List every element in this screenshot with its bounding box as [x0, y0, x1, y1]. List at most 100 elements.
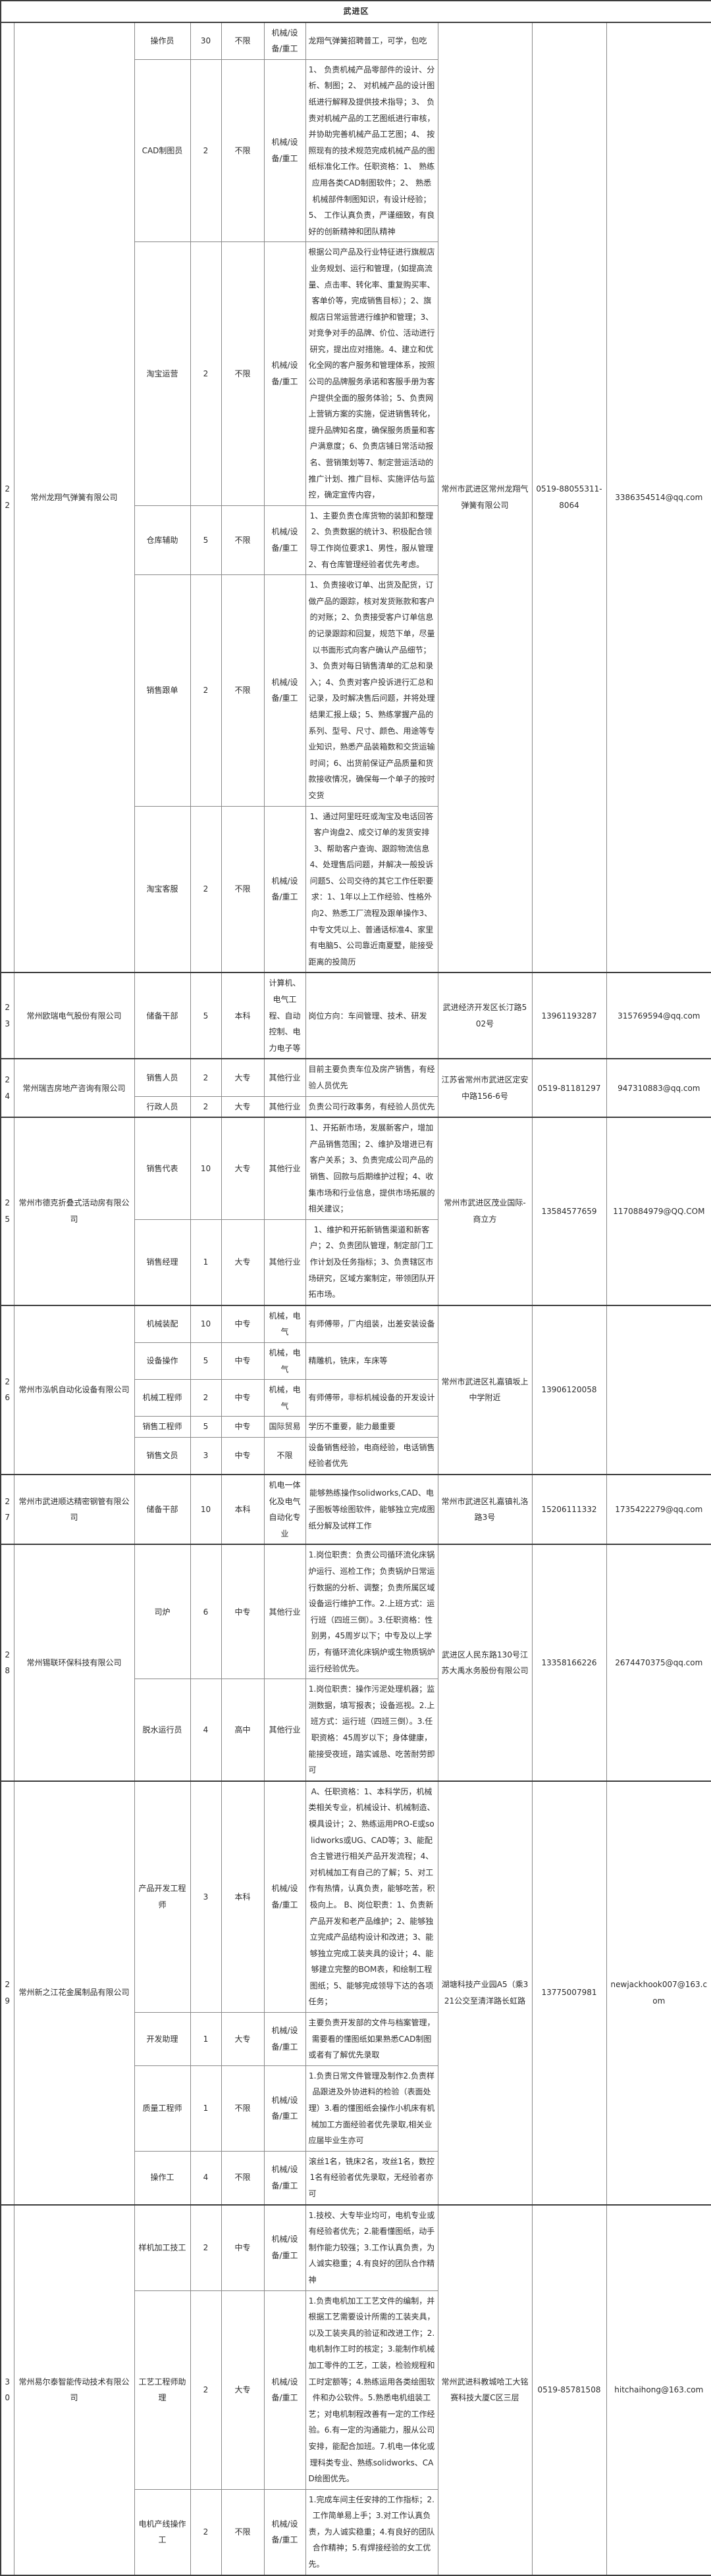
job-description-cell: 1.负责电机加工工艺文件的编制，并根据工艺需要设计所需的工装夹具，以及工装夹具的… [305, 2290, 438, 2490]
table-row: 销售跟单 2 不限 机械/设备/重工 1、负责接收订单、出货及配货，订做产品的跟踪，核对… [1, 574, 711, 807]
company-group: 25 常州市德克折叠式活动房有限公司 销售代表 10 大专 其他行业 1、开拓新市场，发展新… [0, 1117, 711, 1306]
company-name-cell: 常州市德克折叠式活动房有限公司 [13, 1117, 135, 1306]
education-cell: 大专 [221, 1219, 265, 1306]
industry-cell: 机械/设备/重工 [263, 241, 306, 506]
email-cell: 315769594@qq.com [606, 972, 711, 1059]
education-cell: 中专 [221, 1436, 265, 1475]
job-description-cell: 目前主要负责车位及房产销售，有经验人员优先 [305, 1058, 438, 1097]
table-row: 30 常州易尔泰智能传动技术有限公司 样机加工技工 2 中专 机械/设备/重工 1.技校、大… [0, 2204, 711, 2576]
company-name-cell: 常州瑞吉房地产咨询有限公司 [13, 1058, 135, 1118]
position-title-cell: 脱水运行员 [134, 1679, 191, 1782]
table-row: 设备操作 5 中专 机械，电气 精雕机，铣床，车床等 [1, 1342, 711, 1380]
row-number-cell: 28 [0, 1544, 14, 1782]
industry-cell: 其他行业 [263, 1117, 306, 1220]
position-title-cell: 储备干部 [134, 972, 191, 1059]
headcount-cell: 2 [190, 805, 222, 973]
education-cell: 大专 [221, 1058, 265, 1097]
table-row: 仓库辅助 5 不限 机械/设备/重工 1、主要负责仓库货物的装卸和整理2、负责数据的统计… [1, 505, 711, 576]
table-row: 行政人员 2 大专 其他行业 负责公司行政事务，有经验人员优先 [1, 1096, 711, 1118]
industry-cell: 机电一体化及电气自动化专业 [263, 1474, 306, 1545]
education-cell: 大专 [221, 2012, 265, 2066]
job-description-cell: 滚丝1名，铣床2名，攻丝1名，数控1名有经验者优先录取，无经验者亦可 [305, 2150, 438, 2206]
education-cell: 本科 [221, 1474, 265, 1545]
education-cell: 不限 [221, 2488, 265, 2576]
table-row: CAD制图员 2 不限 机械/设备/重工 1、 负责机械产品零部件的设计、分析、制图；2… [1, 59, 711, 243]
phone-cell: 13961193287 [531, 972, 607, 1059]
education-cell: 本科 [221, 972, 265, 1059]
company-group: 26 常州市泓帆自动化设备有限公司 机械装配 10 中专 机械，电气 有师傅带，厂内组装，出… [0, 1305, 711, 1475]
phone-cell: 0519-88055311-8064 [531, 22, 607, 973]
company-name-cell: 常州易尔泰智能传动技术有限公司 [13, 2204, 135, 2576]
company-group: 29 常州新之江花金属制品有限公司 产品开发工程师 3 本科 机械/设备/重工 A、任职资格… [0, 1780, 711, 2206]
industry-cell: 其他行业 [263, 1096, 306, 1118]
job-description-cell: A、任职资格：1、本科学历，机械类相关专业，机械设计、机械制造、模具设计；2、熟… [305, 1780, 438, 2013]
headcount-cell: 2 [190, 59, 222, 243]
industry-cell: 机械，电气 [263, 1379, 306, 1417]
industry-cell: 机械/设备/重工 [263, 59, 306, 243]
education-cell: 不限 [221, 505, 265, 576]
table-row: 23 常州欧瑞电气股份有限公司 储备干部 5 本科 计算机、电气工程、自动控制、电力电子等… [0, 972, 711, 1059]
industry-cell: 机械/设备/重工 [263, 2488, 306, 2576]
email-cell: 3386354514@qq.com [606, 22, 711, 973]
education-cell: 大专 [221, 1096, 265, 1118]
job-description-cell: 1.岗位职责：负责公司循环流化床锅炉运行、巡检工作；负责锅炉日常运行数据的分析、… [305, 1544, 438, 1680]
education-cell: 本科 [221, 1780, 265, 2013]
position-title-cell: 机械工程师 [134, 1379, 191, 1417]
industry-cell: 机械/设备/重工 [263, 22, 306, 60]
job-description-cell: 1、开拓新市场，发展新客户，增加产品销售范围；2、维护及增进已有客户关系；3、负… [305, 1117, 438, 1220]
company-group: 28 常州锡联环保科技有限公司 司炉 6 中专 其他行业 1.岗位职责：负责公司循环流化床锅… [0, 1544, 711, 1782]
position-title-cell: 开发助理 [134, 2012, 191, 2066]
headcount-cell: 1 [190, 2012, 222, 2066]
job-description-cell: 1.完成车间主任安排的工作指标；2.工作简单易上手；3.对工作认真负责，为人诚实… [305, 2488, 438, 2576]
company-name-cell: 常州欧瑞电气股份有限公司 [13, 972, 135, 1059]
table-row: 机械工程师 2 中专 机械，电气 有师傅带，非标机械设备的开发设计 [1, 1379, 711, 1417]
table-row: 脱水运行员 4 高中 其他行业 1.岗位职责：操作污泥处理机器；监测数据，填写报表；设备… [1, 1679, 711, 1782]
education-cell: 中专 [221, 1416, 265, 1438]
email-cell: 1735422279@qq.com [606, 1474, 711, 1545]
position-title-cell: 销售经理 [134, 1219, 191, 1306]
address-cell: 常州市武进区礼嘉镇礼洛路3号 [437, 1474, 533, 1545]
job-description-cell: 1、主要负责仓库货物的装卸和整理2、负责数据的统计3、积极配合领导工作岗位要求1… [305, 505, 438, 576]
headcount-cell: 2 [190, 1379, 222, 1417]
table-row: 销售工程师 5 中专 国际贸易 学历不重要，能力最重要 [1, 1416, 711, 1438]
headcount-cell: 2 [190, 2290, 222, 2490]
industry-cell: 机械，电气 [263, 1342, 306, 1380]
job-description-cell: 龙翔气弹簧招聘普工，可学，包吃 [305, 22, 438, 60]
education-cell: 不限 [221, 574, 265, 807]
job-description-cell: 1.技校、大专毕业均可，电机专业或有经验者优先；2.能看懂图纸，动手制作能力较强… [305, 2204, 438, 2291]
education-cell: 中专 [221, 1342, 265, 1380]
address-cell: 常州市武进区礼嘉镇坂上中学附近 [437, 1305, 533, 1475]
company-name-cell: 常州龙翔气弹簧有限公司 [13, 22, 135, 973]
job-description-cell: 1、维护和开拓新销售渠道和新客户；2、负责团队管理，制定部门工作计划及任务指标；… [305, 1219, 438, 1306]
address-cell: 常州武进科教城哈工大铭赛科技大厦C区三层 [437, 2204, 533, 2576]
headcount-cell: 2 [190, 1096, 222, 1118]
email-cell: newjackhook007@163.com [606, 1780, 711, 2206]
industry-cell: 机械/设备/重工 [263, 2290, 306, 2490]
phone-cell: 15206111332 [531, 1474, 607, 1545]
email-cell: hitchaihong@163.com [606, 2204, 711, 2576]
headcount-cell: 30 [190, 22, 222, 60]
company-group: 22 常州龙翔气弹簧有限公司 操作员 30 不限 机械/设备/重工 龙翔气弹簧招聘普工，可学… [0, 22, 711, 973]
headcount-cell: 5 [190, 505, 222, 576]
address-cell: 常州市武进区常州龙翔气弹簧有限公司 [437, 22, 533, 973]
headcount-cell: 10 [190, 1474, 222, 1545]
table-row: 24 常州瑞吉房地产咨询有限公司 销售人员 2 大专 其他行业 目前主要负责车位及房产销售，… [0, 1058, 711, 1118]
address-cell: 武进经济开发区长汀路502号 [437, 972, 533, 1059]
headcount-cell: 5 [190, 1342, 222, 1380]
headcount-cell: 6 [190, 1544, 222, 1680]
address-cell: 湖塘科技产业园A5（乘321公交至清洋路长虹路 [437, 1780, 533, 2206]
job-description-cell: 设备销售经验，电商经验，电话销售经验者优先 [305, 1436, 438, 1475]
company-name-cell: 常州市泓帆自动化设备有限公司 [13, 1305, 135, 1475]
row-number-cell: 27 [0, 1474, 14, 1545]
education-cell: 不限 [221, 241, 265, 506]
address-cell: 江苏省常州市武进区定安中路156-6号 [437, 1058, 533, 1118]
education-cell: 中专 [221, 2204, 265, 2291]
headcount-cell: 1 [190, 2065, 222, 2152]
position-title-cell: 淘宝运营 [134, 241, 191, 506]
row-number-cell: 25 [0, 1117, 14, 1306]
job-description-cell: 负责公司行政事务，有经验人员优先 [305, 1096, 438, 1118]
position-title-cell: 司炉 [134, 1544, 191, 1680]
education-cell: 中专 [221, 1544, 265, 1680]
company-name-cell: 常州市武进顺达精密钢管有限公司 [13, 1474, 135, 1545]
